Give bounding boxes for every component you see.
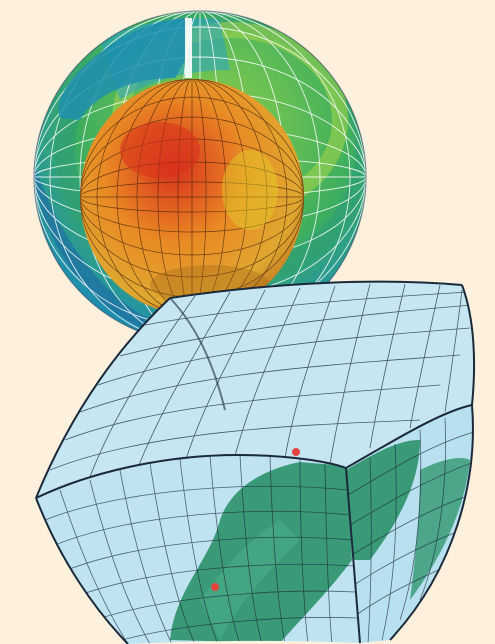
globe-cutaway-wedge: [185, 18, 192, 78]
block-top-grid: [49, 283, 473, 491]
block-edges: [35, 280, 476, 644]
block-front-land: [170, 462, 352, 643]
globe-cutaway-face: [58, 18, 185, 120]
earth-mesh-globe: [33, 10, 367, 344]
block-right-land: [346, 440, 470, 600]
block-right-grid: [347, 417, 473, 643]
block-front-grid: [44, 455, 359, 644]
location-marker-icon: [211, 583, 219, 591]
location-marker-icon: [292, 448, 300, 456]
curved-grid-block: [35, 280, 476, 644]
